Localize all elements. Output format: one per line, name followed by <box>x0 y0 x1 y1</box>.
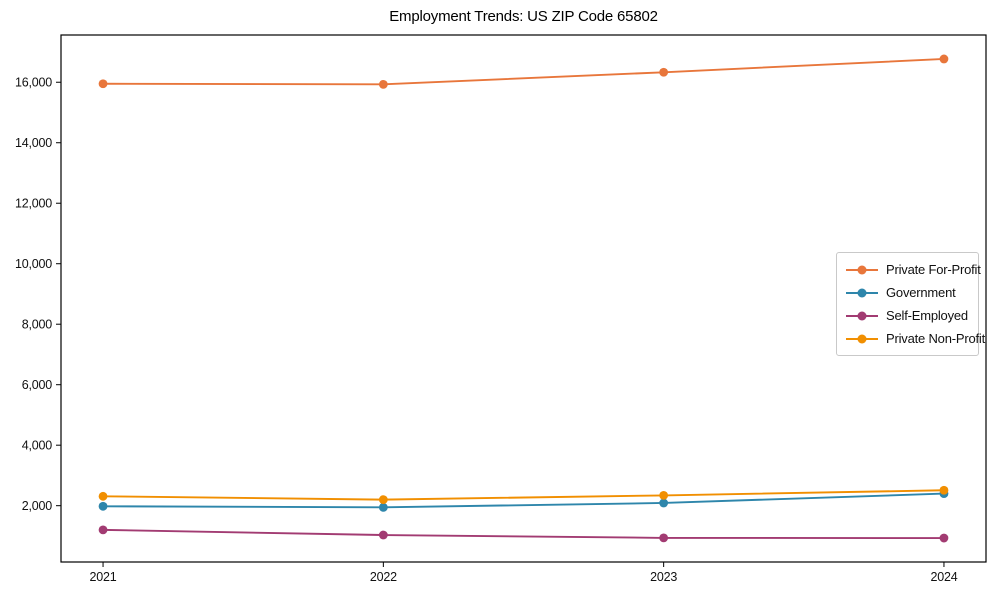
y-tick-label: 10,000 <box>15 257 52 271</box>
series-line-self-employed <box>103 528 944 539</box>
x-tick-label: 2024 <box>930 570 957 584</box>
y-tick-label: 2,000 <box>22 499 53 513</box>
data-point-self-employed-2024 <box>939 533 949 543</box>
data-point-private-non-profit-2021 <box>98 491 108 501</box>
x-tick-label: 2021 <box>90 570 117 584</box>
data-point-self-employed-2021 <box>98 525 108 535</box>
y-tick-label: 6,000 <box>22 378 53 392</box>
data-point-government-2021 <box>98 501 108 511</box>
data-point-private-non-profit-2024 <box>939 485 949 495</box>
series-line-private-non-profit <box>103 489 944 501</box>
chart-title: Employment Trends: US ZIP Code 65802 <box>389 8 658 25</box>
plot-frame <box>60 34 987 563</box>
data-point-private-for-profit-2024 <box>939 54 949 64</box>
data-point-government-2023 <box>659 498 669 508</box>
legend-item-private-non-profit: Private Non-Profit <box>845 327 985 350</box>
legend-marker-private-for-profit <box>846 265 878 274</box>
y-tick-label: 12,000 <box>15 197 52 211</box>
legend: Private For-Profit Government Self-Employe… <box>836 252 985 356</box>
legend-marker-self-employed <box>846 311 878 320</box>
data-point-private-for-profit-2021 <box>98 79 108 89</box>
legend-item-government: Government <box>845 281 972 304</box>
legend-item-self-employed: Self-Employed <box>845 304 972 327</box>
legend-label: Private Non-Profit <box>886 331 985 346</box>
series-line-private-for-profit <box>103 58 944 86</box>
x-tick-label: 2022 <box>370 570 397 584</box>
legend-marker-government <box>846 288 878 297</box>
legend-label: Self-Employed <box>886 308 968 323</box>
y-tick-label: 16,000 <box>15 76 52 90</box>
data-point-private-for-profit-2023 <box>659 67 669 77</box>
data-point-government-2022 <box>378 502 388 512</box>
legend-marker-private-non-profit <box>846 334 878 343</box>
data-point-self-employed-2022 <box>378 530 388 540</box>
data-point-self-employed-2023 <box>659 533 669 543</box>
y-tick-label: 8,000 <box>22 318 53 332</box>
data-point-private-non-profit-2022 <box>378 495 388 505</box>
y-tick-label: 4,000 <box>22 439 53 453</box>
legend-label: Government <box>886 285 956 300</box>
y-tick-label: 14,000 <box>15 136 52 150</box>
legend-label: Private For-Profit <box>886 262 981 277</box>
x-tick-label: 2023 <box>650 570 677 584</box>
data-point-private-non-profit-2023 <box>659 490 669 500</box>
legend-item-private-for-profit: Private For-Profit <box>845 258 981 281</box>
series-line-government <box>103 492 944 509</box>
data-point-private-for-profit-2022 <box>378 79 388 89</box>
